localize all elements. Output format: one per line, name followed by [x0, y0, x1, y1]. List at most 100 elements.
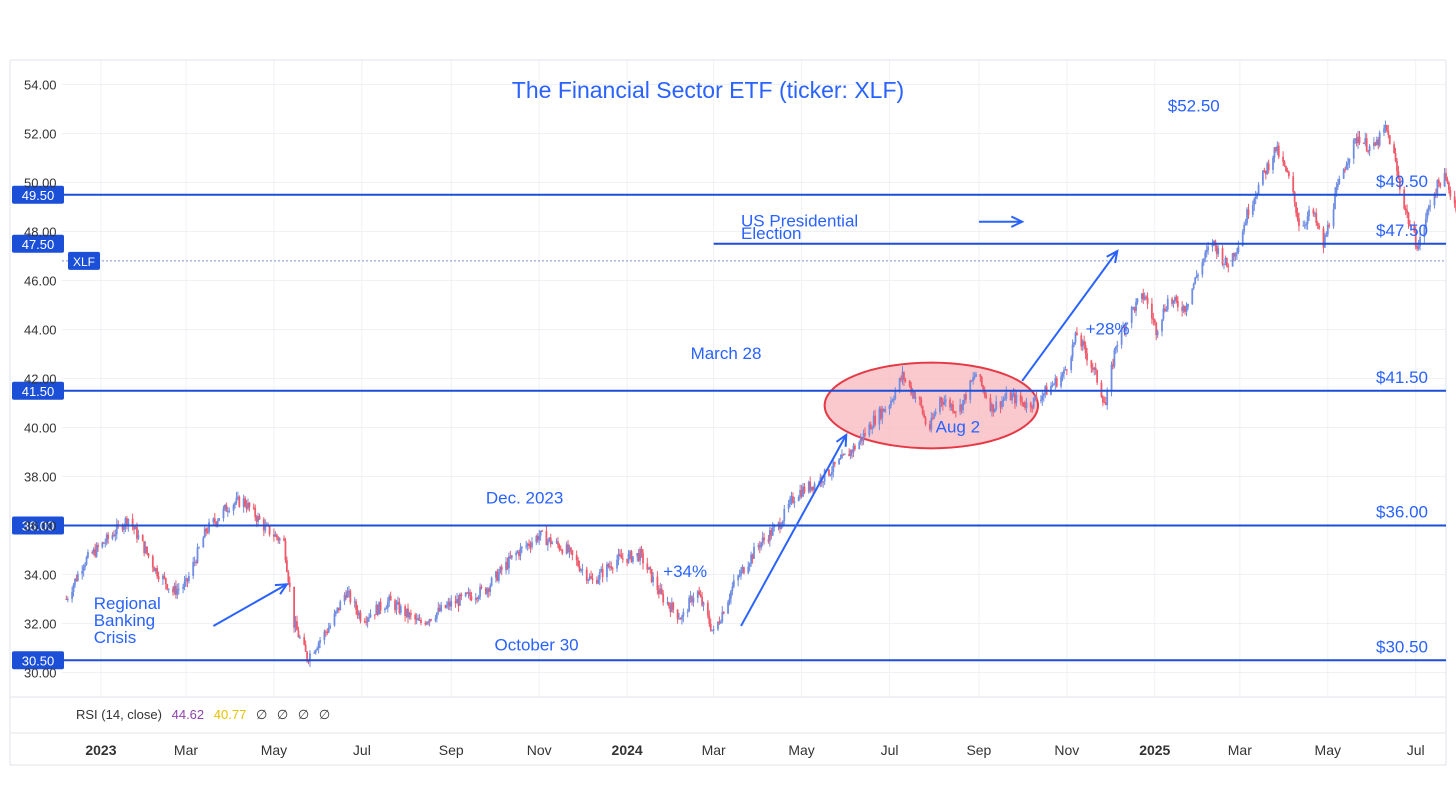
candle-body	[959, 404, 962, 412]
candle-body	[509, 556, 512, 558]
candle-body	[975, 374, 977, 377]
candle-body	[559, 549, 562, 551]
candle-body	[1201, 262, 1204, 275]
candle-body	[954, 411, 957, 413]
candle-body	[1274, 147, 1277, 151]
candle-body	[65, 599, 68, 600]
candle-body	[526, 543, 529, 546]
candle-body	[297, 630, 300, 638]
level-axis-label: 49.50	[22, 188, 55, 203]
candle-body	[225, 504, 228, 512]
candle-body	[1001, 400, 1003, 408]
candle-body	[881, 408, 884, 419]
candle-body	[1120, 327, 1123, 345]
candle-body	[1257, 184, 1260, 194]
candle-body	[497, 572, 500, 581]
candle-body	[830, 471, 833, 475]
candle-body	[264, 524, 267, 531]
candle-body	[508, 556, 510, 569]
candle-body	[317, 642, 320, 649]
candle-body	[1293, 191, 1296, 203]
candle-body	[536, 536, 539, 541]
candle-body	[1328, 224, 1331, 227]
candle-body	[111, 534, 114, 539]
candle-body	[884, 409, 887, 412]
annotation-text: March 28	[691, 344, 762, 363]
annotation-text: Dec. 2023	[486, 488, 563, 507]
candle-body	[1163, 308, 1166, 312]
candle-body	[409, 612, 412, 615]
candle-body	[728, 598, 731, 603]
candle-body	[1140, 293, 1143, 299]
x-tick-label: Nov	[527, 742, 552, 758]
candle-body	[578, 565, 581, 571]
candle-body	[1204, 252, 1207, 259]
candle-body	[717, 621, 719, 630]
candle-body	[606, 564, 608, 578]
candle-body	[1295, 202, 1297, 213]
candle-body	[861, 437, 864, 441]
candle-body	[882, 408, 885, 412]
level-price-label: $49.50	[1376, 172, 1428, 191]
candle-body	[444, 605, 447, 608]
candle-body	[347, 590, 350, 592]
candle-body	[319, 640, 321, 643]
candle-body	[1054, 378, 1057, 385]
rsi-placeholder-3: ∅	[297, 707, 310, 722]
candle-body	[1225, 257, 1228, 267]
candle-body	[303, 637, 306, 645]
candle-body	[763, 537, 765, 540]
candle-body	[405, 608, 408, 617]
consolidation-zone	[823, 361, 1040, 450]
x-tick-label: Mar	[1228, 742, 1252, 758]
candle-body	[430, 619, 432, 621]
candle-body	[1262, 170, 1264, 185]
candle-body	[799, 490, 802, 497]
candle-body	[470, 596, 473, 601]
candle-body	[1166, 298, 1169, 310]
candle-body	[1217, 248, 1220, 255]
candle-body	[841, 454, 843, 459]
candle-body	[1172, 300, 1175, 304]
candle-body	[495, 571, 497, 578]
candle-body	[1276, 145, 1279, 151]
candle-body	[438, 607, 441, 612]
candle-body	[1283, 161, 1286, 166]
candle-body	[1192, 283, 1195, 289]
candle-body	[862, 433, 865, 441]
candle-body	[924, 417, 927, 425]
candle-body	[561, 549, 564, 554]
candle-body	[298, 637, 301, 639]
candle-body	[1071, 344, 1074, 358]
candle-body	[600, 568, 603, 573]
candle-body	[692, 597, 695, 603]
candle-body	[206, 531, 209, 533]
candle-body	[1215, 245, 1218, 255]
candle-body	[226, 511, 229, 513]
candle-body	[528, 543, 530, 546]
rsi-indicator: RSI (14, close) 44.62 40.77 ∅ ∅ ∅ ∅	[76, 707, 336, 723]
candle-body	[549, 537, 552, 545]
candle-body	[898, 378, 901, 391]
candle-body	[378, 601, 381, 615]
y-tick-label: 54.00	[24, 78, 57, 93]
candle-body	[1122, 326, 1124, 328]
candle-body	[995, 401, 998, 409]
y-axis: 30.00 32.00 34.00 36.00 38.00 40.00 42.00 44.00…	[24, 78, 57, 681]
candle-body	[278, 538, 281, 541]
candle-body	[474, 597, 477, 601]
candle-body	[662, 593, 665, 603]
candle-body	[1076, 332, 1078, 336]
candle-body	[803, 486, 806, 493]
candle-body	[358, 612, 360, 616]
candle-body	[172, 588, 174, 593]
x-tick-label: May	[1315, 742, 1341, 758]
candle-body	[1197, 274, 1199, 277]
candle-body	[329, 625, 332, 629]
candle-body	[546, 540, 549, 546]
annotation-text: $52.50	[1168, 96, 1220, 115]
candle-body	[1364, 138, 1367, 144]
candle-body	[1014, 393, 1016, 404]
candle-body	[529, 545, 532, 548]
candle-body	[565, 544, 568, 554]
